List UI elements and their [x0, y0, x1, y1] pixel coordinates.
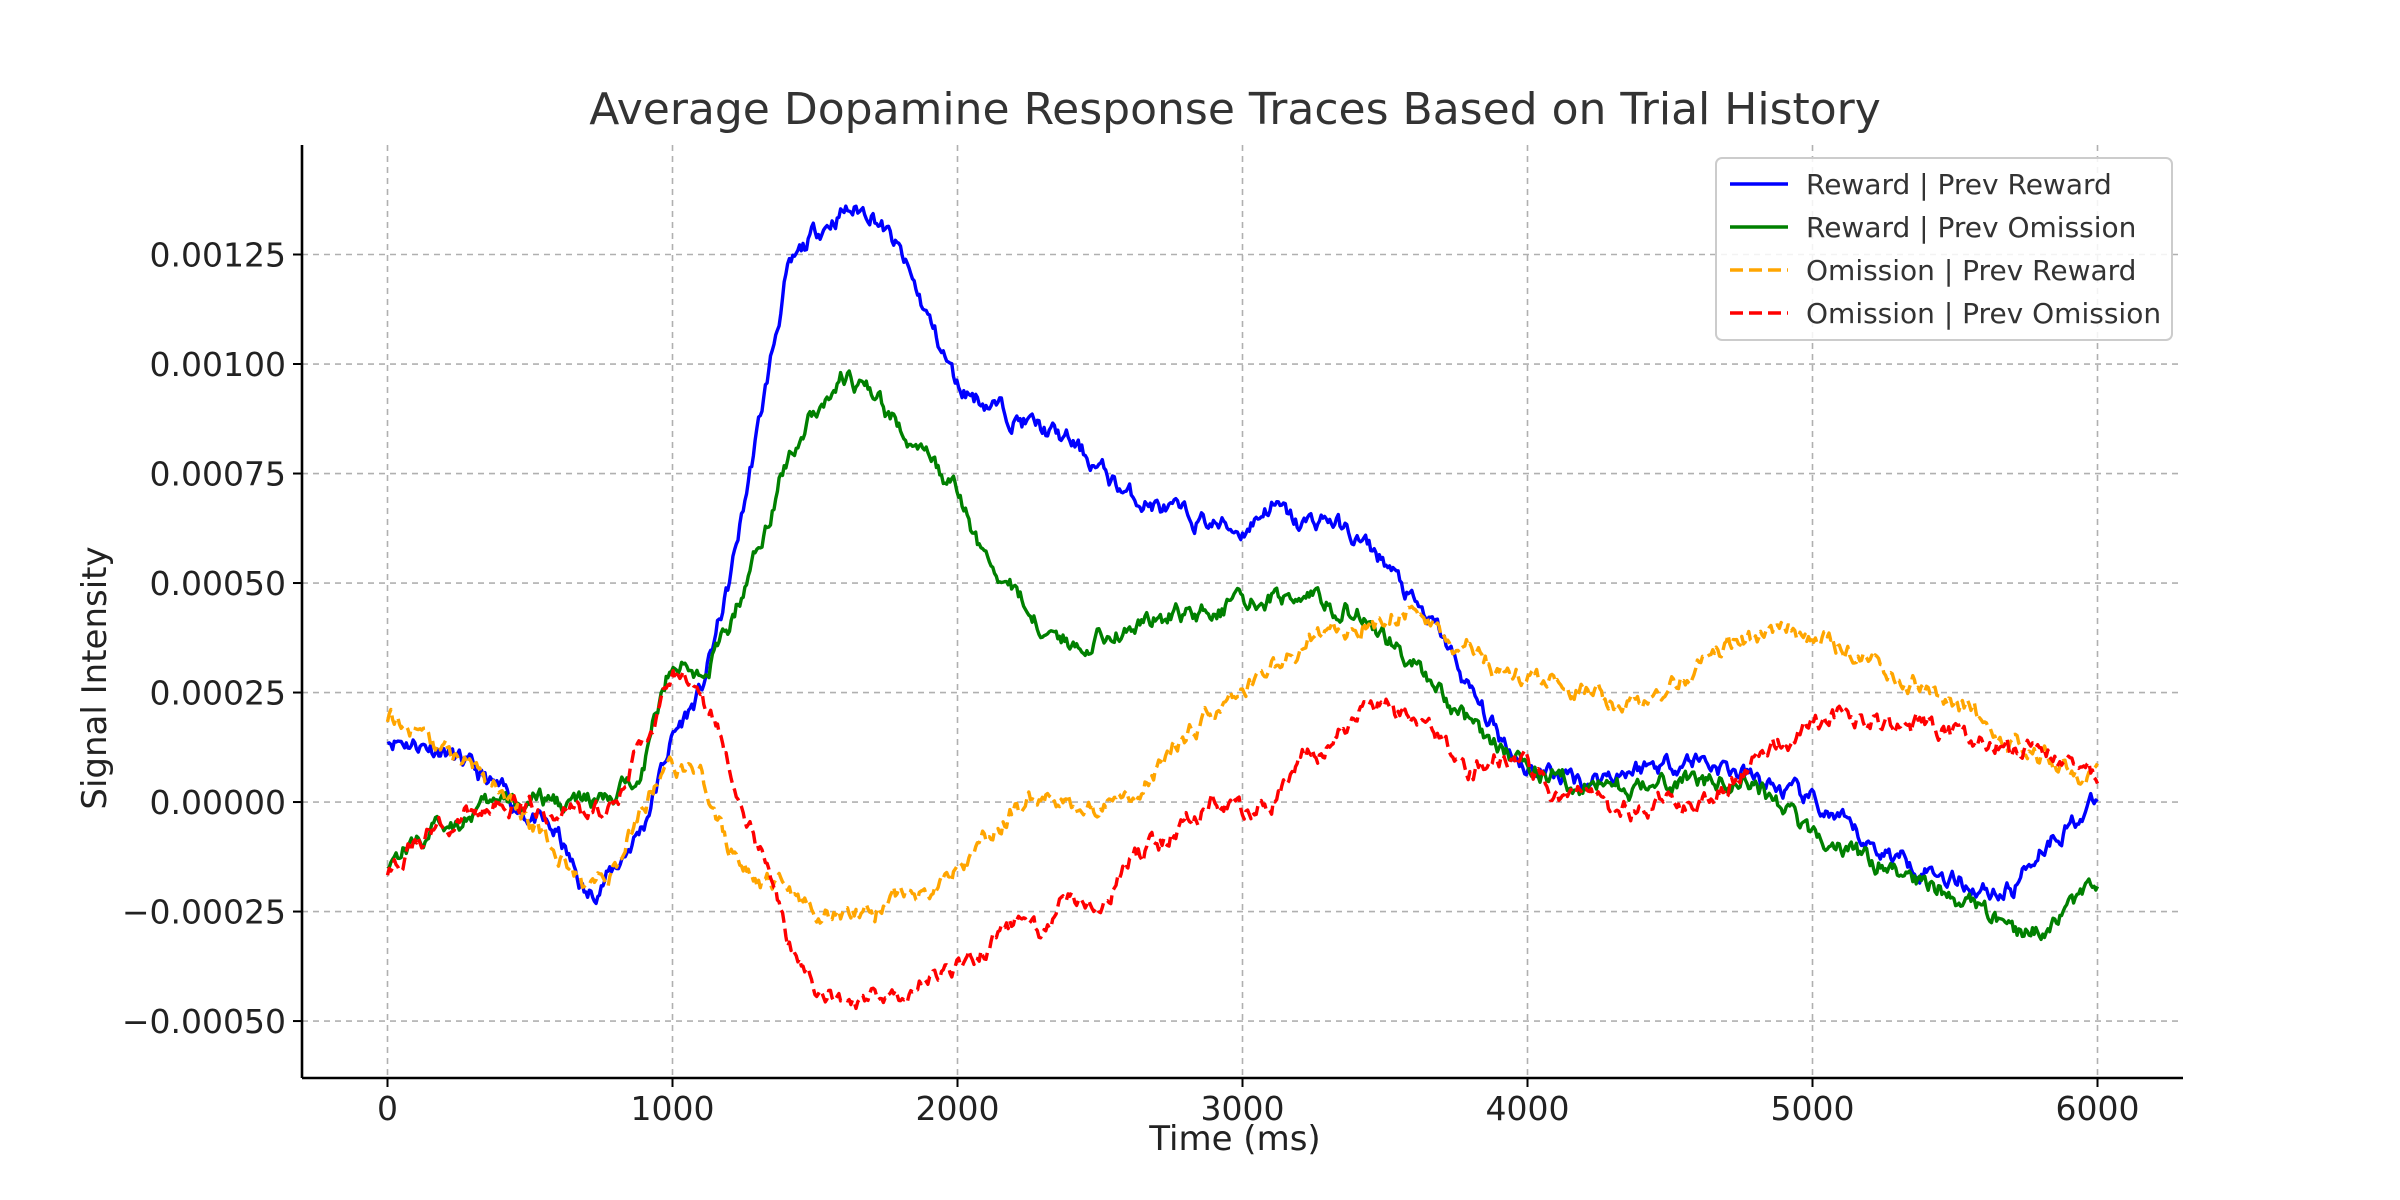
x-tick-label: 2000 — [916, 1089, 1000, 1128]
axes: 0 1000 2000 3000 4000 5000 6000 0.00125 0.00100 0… — [122, 145, 2183, 1128]
series-line-4 — [385, 669, 2100, 1011]
legend-box — [1715, 157, 2173, 341]
y-tick-label: 0.00000 — [150, 783, 286, 822]
x-tick-label: 5000 — [1771, 1089, 1855, 1128]
x-tick-label: 3000 — [1201, 1089, 1285, 1128]
x-tick-label: 4000 — [1486, 1089, 1570, 1128]
y-tick-label: 0.00025 — [150, 674, 286, 713]
x-tick-label: 0 — [377, 1089, 398, 1128]
y-tick-label: 0.00100 — [150, 345, 286, 384]
legend: Reward | Prev Reward Reward | Prev Omissi… — [1715, 157, 2173, 341]
y-tick-label: 0.00125 — [150, 236, 286, 275]
legend-label-3: Omission | Prev Reward — [1806, 254, 2136, 287]
y-tick-label: 0.00075 — [150, 455, 286, 494]
y-axis-label: Signal Intensity — [75, 546, 115, 809]
legend-label-2: Reward | Prev Omission — [1806, 211, 2136, 244]
y-tick-label: −0.00050 — [122, 1002, 286, 1041]
y-tick-label: 0.00050 — [150, 564, 286, 603]
chart-title: Average Dopamine Response Traces Based o… — [589, 84, 1881, 135]
series-line-2 — [386, 369, 2100, 942]
plot-series — [385, 204, 2100, 1011]
x-tick-label: 6000 — [2056, 1089, 2140, 1128]
series-line-1 — [386, 204, 2099, 906]
series-line-3 — [385, 604, 2099, 925]
legend-label-4: Omission | Prev Omission — [1806, 297, 2161, 330]
x-tick-label: 1000 — [631, 1089, 715, 1128]
y-tick-label: −0.00025 — [122, 893, 286, 932]
legend-label-1: Reward | Prev Reward — [1806, 168, 2112, 201]
x-axis-label: Time (ms) — [1148, 1119, 1320, 1159]
